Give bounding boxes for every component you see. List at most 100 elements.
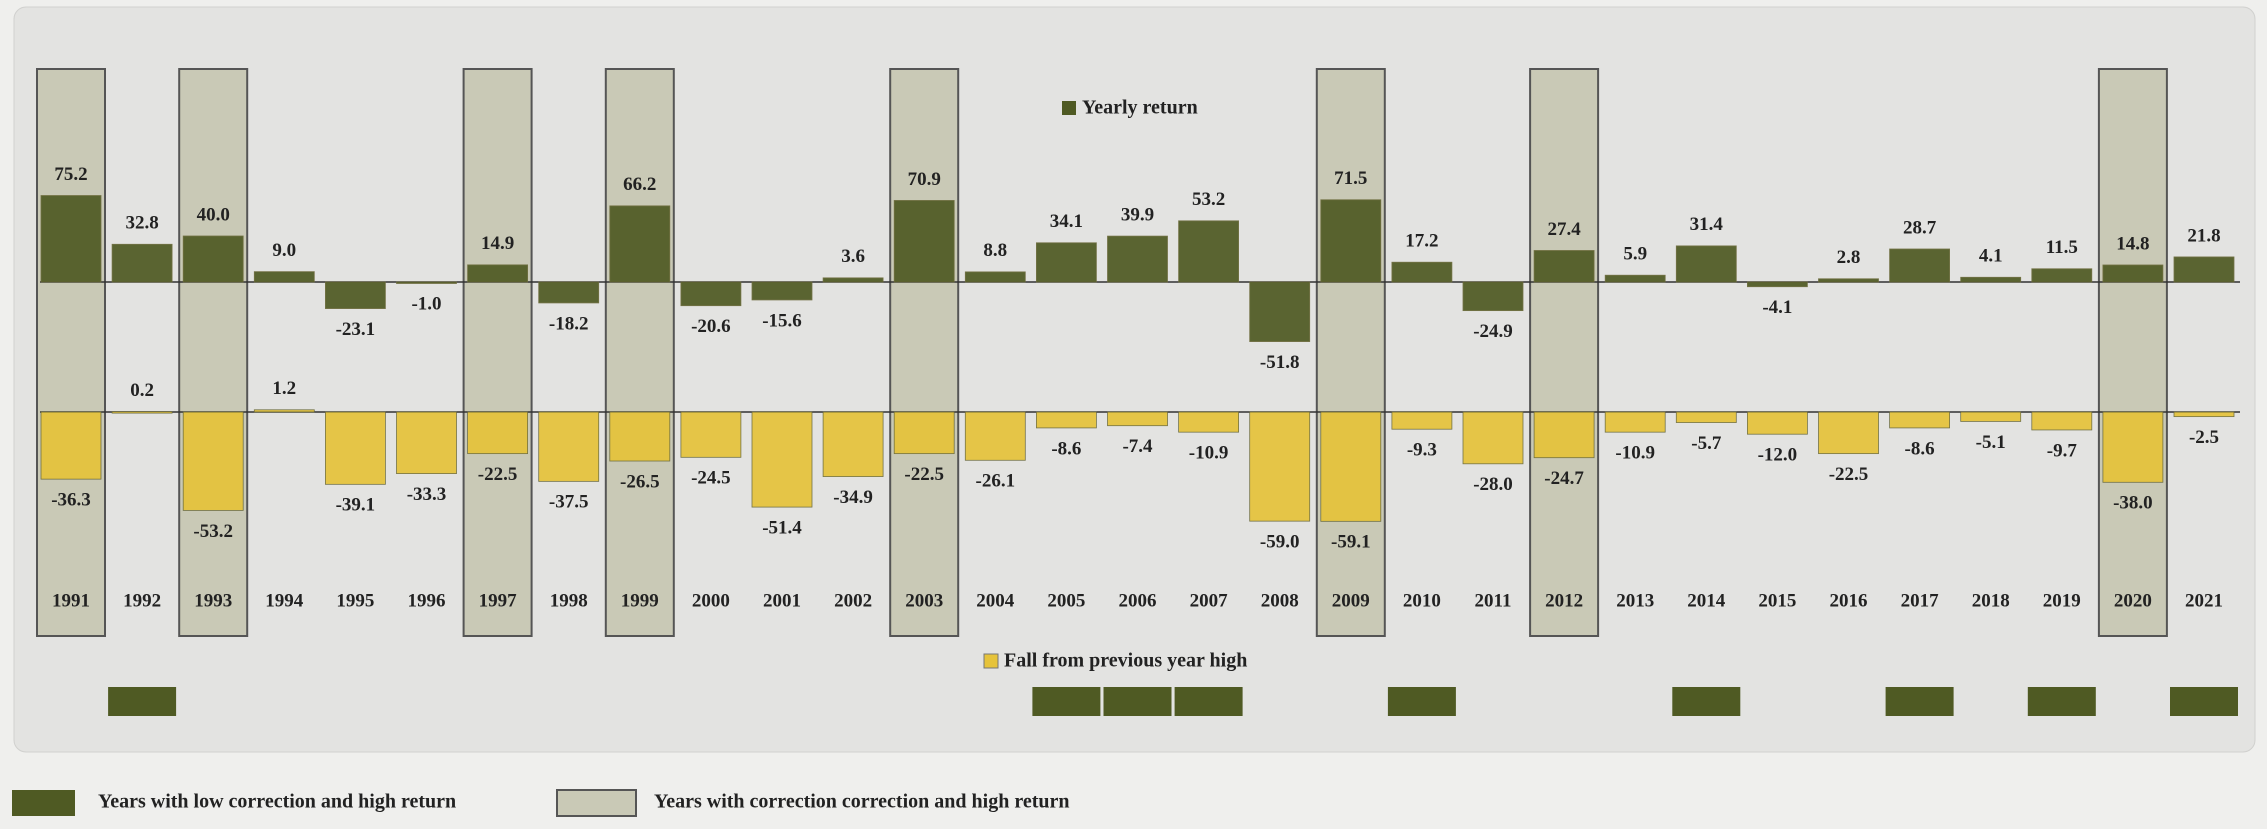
data-label: 75.2 — [54, 164, 87, 185]
bar — [893, 411, 955, 455]
bar — [538, 281, 600, 304]
data-label: 32.8 — [125, 213, 158, 234]
x-tick-label: 1997 — [479, 590, 518, 611]
bar — [609, 411, 671, 462]
data-label: 70.9 — [908, 169, 941, 190]
data-label: -36.3 — [51, 490, 91, 511]
x-tick-label: 2016 — [1830, 590, 1868, 611]
bar — [40, 195, 102, 283]
highlight-box — [2097, 68, 2168, 637]
x-tick-label: 2021 — [2185, 590, 2223, 611]
data-label: -37.5 — [549, 492, 589, 513]
data-label: -34.9 — [833, 487, 873, 508]
bar — [2031, 411, 2093, 431]
data-label: -4.1 — [1762, 297, 1792, 318]
bar — [822, 411, 884, 477]
bar — [1462, 281, 1524, 312]
data-label: 2.8 — [1837, 247, 1861, 268]
x-tick-label: 2002 — [834, 590, 872, 611]
x-tick-label: 1993 — [194, 590, 232, 611]
x-tick-label: 1998 — [550, 590, 588, 611]
bar — [182, 411, 244, 511]
x-tick-label: 2007 — [1190, 590, 1229, 611]
x-tick-label: 1995 — [336, 590, 374, 611]
bar — [111, 411, 173, 414]
highlight-box — [604, 68, 675, 637]
x-tick-label: 2000 — [692, 590, 730, 611]
data-label: 40.0 — [197, 204, 230, 225]
bar — [1107, 411, 1168, 427]
bar — [1818, 278, 1879, 283]
low-marker — [1032, 687, 1101, 716]
bar — [1604, 274, 1666, 283]
bar — [1320, 411, 1382, 522]
data-label: -53.2 — [193, 521, 233, 542]
bar — [1249, 411, 1311, 522]
data-label: 14.9 — [481, 233, 514, 254]
data-label: -15.6 — [762, 310, 802, 331]
bar — [1107, 235, 1168, 283]
data-label: -22.5 — [904, 464, 944, 485]
x-tick-label: 2015 — [1758, 590, 1796, 611]
bar — [396, 411, 457, 475]
legend-label: Yearly return — [1082, 97, 1198, 119]
bar — [1249, 281, 1311, 342]
bar — [680, 281, 742, 307]
x-tick-label: 2001 — [763, 590, 801, 611]
bar — [751, 411, 813, 508]
bar — [1462, 411, 1524, 465]
bar — [396, 281, 457, 284]
x-tick-label: 1999 — [621, 590, 659, 611]
data-label: -39.1 — [336, 495, 376, 516]
data-label: 0.2 — [130, 380, 154, 401]
bar — [1178, 411, 1239, 433]
x-tick-label: 2017 — [1901, 590, 1940, 611]
bar — [893, 200, 955, 283]
x-tick-label: 2014 — [1687, 590, 1726, 611]
highlight-box — [178, 68, 249, 637]
low-marker — [1672, 687, 1741, 716]
bar — [324, 411, 386, 485]
bar — [40, 411, 102, 480]
bar — [751, 281, 813, 301]
x-tick-label: 1991 — [52, 590, 90, 611]
data-label: -26.1 — [976, 471, 1016, 492]
data-label: 21.8 — [2187, 225, 2220, 246]
bar — [964, 411, 1026, 461]
data-label: 3.6 — [841, 246, 865, 267]
highlight-box — [889, 68, 960, 637]
bar — [1889, 248, 1950, 283]
data-label: -7.4 — [1122, 436, 1153, 457]
bar — [1818, 411, 1879, 455]
bar — [680, 411, 742, 458]
data-label: 39.9 — [1121, 204, 1154, 225]
bar — [2102, 411, 2164, 483]
bar — [822, 277, 884, 283]
legend-swatch — [556, 789, 637, 817]
data-label: 17.2 — [1405, 231, 1438, 252]
data-label: -20.6 — [691, 316, 731, 337]
bar — [324, 281, 386, 309]
bar — [467, 411, 529, 455]
data-label: -8.6 — [1905, 438, 1935, 459]
data-label: -22.5 — [1829, 464, 1869, 485]
bar — [1178, 220, 1239, 283]
data-label: 4.1 — [1979, 246, 2003, 267]
bar — [1036, 242, 1097, 283]
bar — [1036, 411, 1097, 429]
bar — [253, 409, 315, 413]
bar — [1889, 411, 1950, 429]
data-label: 1.2 — [272, 378, 296, 399]
x-tick-label: 1996 — [408, 590, 446, 611]
data-label: -18.2 — [549, 313, 589, 334]
data-label: 31.4 — [1690, 214, 1724, 235]
data-label: 5.9 — [1623, 244, 1647, 265]
data-label: 8.8 — [983, 240, 1007, 261]
bar — [1391, 411, 1453, 430]
data-label: 66.2 — [623, 174, 656, 195]
low-marker — [108, 687, 177, 716]
data-label: -51.8 — [1260, 352, 1300, 373]
x-tick-label: 1994 — [265, 590, 304, 611]
data-label: -59.0 — [1260, 532, 1300, 553]
